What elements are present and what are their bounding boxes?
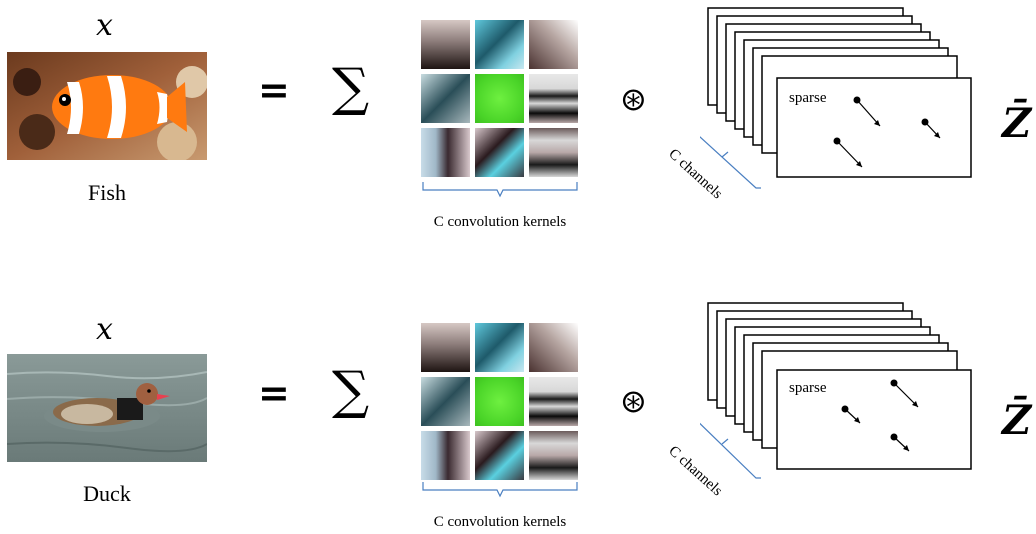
fish-caption: Fish — [88, 180, 126, 205]
output-symbol: Z̄ — [1002, 100, 1032, 147]
row-duck: x Duck — [0, 267, 1036, 534]
input-symbol: x — [96, 8, 113, 43]
kernel-cell — [475, 128, 524, 177]
output-symbol: Z̄ — [1002, 397, 1032, 444]
kernel-cell — [529, 377, 578, 426]
kernel-cell — [529, 323, 578, 372]
equals-sign: = — [258, 68, 290, 112]
kernel-cell — [475, 20, 524, 69]
kernel-cell — [529, 74, 578, 123]
fish-image — [7, 52, 207, 160]
duck-caption: Duck — [83, 481, 131, 506]
convolution-operator: ⊛ — [620, 80, 647, 118]
kernels-caption: C convolution kernels — [433, 214, 567, 230]
sparse-label: sparse — [789, 90, 827, 106]
input-symbol: x — [96, 312, 113, 347]
kernel-cell — [475, 74, 524, 123]
channel-stack — [700, 7, 972, 189]
kernel-cell — [475, 377, 524, 426]
kernel-cell — [421, 128, 470, 177]
kernel-grid — [421, 323, 578, 480]
kernels-caption: C convolution kernels — [433, 514, 567, 530]
sum-symbol: ∑ — [332, 361, 370, 421]
kernel-cell — [421, 20, 470, 69]
kernel-brace — [422, 182, 578, 198]
kernel-cell — [421, 323, 470, 372]
kernel-cell — [421, 431, 470, 480]
kernel-grid — [421, 20, 578, 177]
kernel-cell — [529, 20, 578, 69]
convolution-operator: ⊛ — [620, 382, 647, 420]
sparse-label: sparse — [789, 380, 827, 396]
kernel-brace — [422, 482, 578, 498]
kernel-cell — [529, 128, 578, 177]
kernel-cell — [475, 431, 524, 480]
equals-sign: = — [258, 371, 290, 415]
row-fish: x — [7, 7, 1032, 230]
channel-stack — [700, 302, 972, 479]
kernel-cell — [529, 431, 578, 480]
kernel-cell — [421, 377, 470, 426]
duck-image — [7, 354, 207, 462]
kernel-cell — [475, 323, 524, 372]
sum-symbol: ∑ — [332, 58, 370, 118]
kernel-cell — [421, 74, 470, 123]
